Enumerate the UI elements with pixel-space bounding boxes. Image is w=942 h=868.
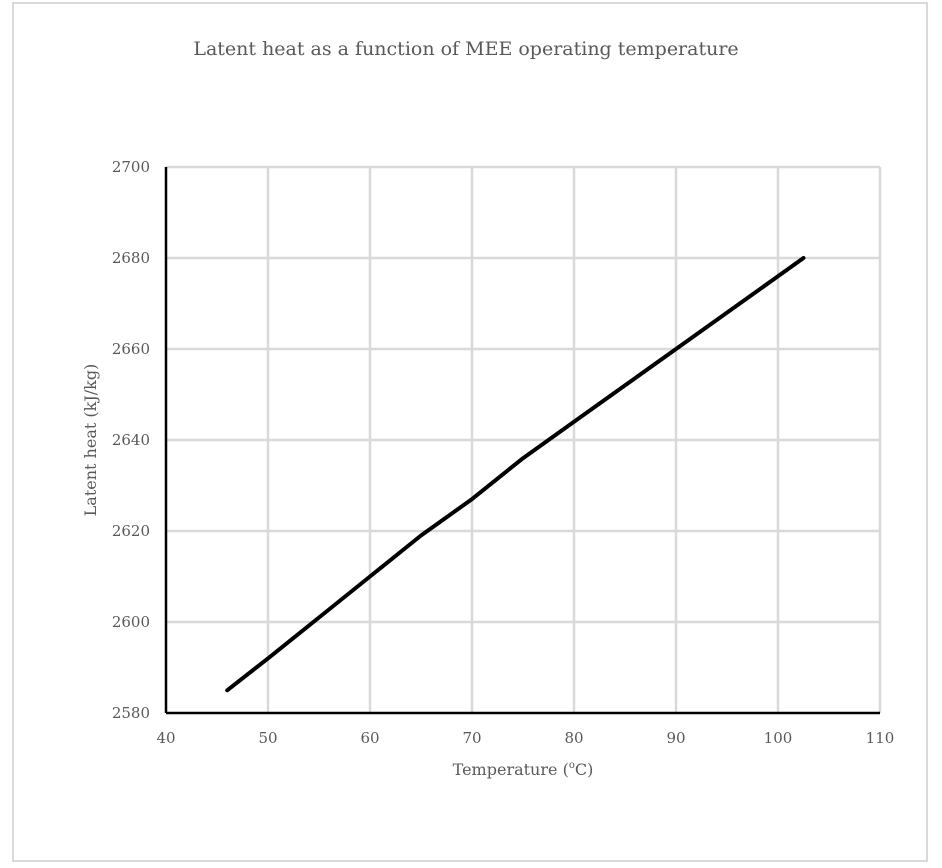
- series-line-0: [225, 256, 806, 693]
- x-tick-label: 80: [564, 729, 583, 747]
- x-axis-label: Temperature (oC): [453, 760, 594, 779]
- x-axis-label-main: Temperature (: [453, 760, 569, 779]
- axes: [164, 167, 880, 715]
- x-tick-label: 50: [258, 729, 277, 747]
- chart-title: Latent heat as a function of MEE operati…: [193, 38, 738, 60]
- series-group: [225, 256, 806, 693]
- x-tick-label: 90: [666, 729, 685, 747]
- y-tick-label: 2620: [112, 522, 150, 540]
- x-tick-label: 110: [866, 729, 895, 747]
- y-tick-label: 2580: [112, 704, 150, 722]
- y-tick-label: 2700: [112, 158, 150, 176]
- y-tick-label: 2640: [112, 431, 150, 449]
- chart-frame: [12, 2, 928, 862]
- y-tick-label: 2600: [112, 613, 150, 631]
- y-tick-label: 2660: [112, 340, 150, 358]
- y-axis-label: Latent heat (kJ/kg): [81, 364, 100, 517]
- x-tick-label: 40: [156, 729, 175, 747]
- y-tick-label: 2680: [112, 249, 150, 267]
- tick-labels: 40 50 60 70 80 90 100 110 2580 2600 2620 2640 2660 26…: [112, 158, 895, 747]
- grid: [166, 165, 882, 713]
- x-tick-label: 60: [360, 729, 379, 747]
- x-axis-label-unit: C): [575, 760, 593, 779]
- x-tick-label: 100: [764, 729, 793, 747]
- x-axis-label-superscript: o: [569, 760, 575, 771]
- x-tick-label: 70: [462, 729, 481, 747]
